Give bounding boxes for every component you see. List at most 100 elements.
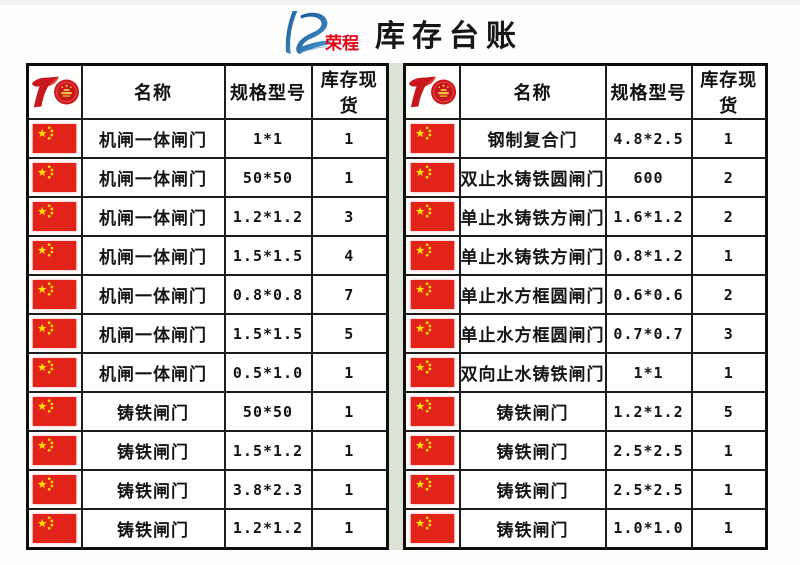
- inventory-row: 机闸一体闸门 0.5*1.0 1: [26, 352, 389, 393]
- item-spec: 1*1: [604, 352, 693, 393]
- item-name: 铸铁闸门: [458, 430, 607, 471]
- inventory-row: 双止水铸铁圆闸门 600 2: [403, 157, 768, 198]
- item-name: 铸铁闸门: [80, 391, 226, 432]
- china-flag-icon: [33, 358, 77, 387]
- item-stock: 1: [310, 391, 389, 432]
- china-flag-icon: [33, 163, 77, 192]
- inventory-table-right: 名称 规格型号 库存现货 钢制复合门 4.8*2.5 1 双止水铸铁圆闸门 600 2 单止…: [403, 63, 768, 550]
- china-flag-cell: [26, 118, 83, 159]
- column-header-stock: 库存现货: [310, 63, 389, 120]
- item-stock: 2: [690, 196, 768, 237]
- china-flag-icon: [410, 475, 454, 504]
- china-flag-cell: [403, 274, 461, 315]
- china-flag-cell: [403, 469, 461, 510]
- rongcheng-logo-icon: [285, 10, 331, 55]
- inventory-row: 机闸一体闸门 50*50 1: [26, 157, 389, 198]
- china-flag-icon: [410, 397, 454, 426]
- item-spec: 1.2*1.2: [604, 391, 693, 432]
- anniversary-70-emblem-cell: [403, 63, 461, 120]
- china-flag-cell: [403, 430, 461, 471]
- inventory-row: 铸铁闸门 50*50 1: [26, 391, 389, 432]
- china-flag-cell: [403, 352, 461, 393]
- china-flag-icon: [410, 241, 454, 270]
- item-spec: 1*1: [223, 118, 313, 159]
- china-flag-icon: [410, 202, 454, 231]
- china-flag-cell: [26, 352, 83, 393]
- inventory-row: 单止水铸铁方闸门 0.8*1.2 1: [403, 235, 768, 276]
- item-name: 单止水铸铁方闸门: [458, 235, 607, 276]
- item-name: 铸铁闸门: [80, 469, 226, 510]
- top-strip: [0, 0, 800, 5]
- item-name: 机闸一体闸门: [80, 235, 226, 276]
- china-flag-icon: [410, 280, 454, 309]
- china-flag-cell: [403, 391, 461, 432]
- item-spec: 0.6*0.6: [604, 274, 693, 315]
- item-stock: 2: [690, 274, 768, 315]
- china-flag-cell: [26, 430, 83, 471]
- china-flag-cell: [26, 508, 83, 549]
- item-stock: 1: [690, 235, 768, 276]
- item-name: 机闸一体闸门: [80, 352, 226, 393]
- item-spec: 50*50: [223, 391, 313, 432]
- item-stock: 1: [690, 508, 768, 549]
- china-flag-icon: [33, 397, 77, 426]
- inventory-table-left: 名称 规格型号 库存现货 机闸一体闸门 1*1 1 机闸一体闸门 50*50 1 机闸一体闸…: [26, 63, 389, 550]
- item-name: 单止水铸铁方闸门: [458, 196, 607, 237]
- item-spec: 3.8*2.3: [223, 469, 313, 510]
- china-flag-cell: [26, 274, 83, 315]
- item-spec: 0.7*0.7: [604, 313, 693, 354]
- item-stock: 5: [310, 313, 389, 354]
- inventory-row: 铸铁闸门 1.5*1.2 1: [26, 430, 389, 471]
- item-spec: 0.5*1.0: [223, 352, 313, 393]
- inventory-row: 机闸一体闸门 1.5*1.5 5: [26, 313, 389, 354]
- item-name: 单止水方框圆闸门: [458, 313, 607, 354]
- item-spec: 50*50: [223, 157, 313, 198]
- inventory-row: 铸铁闸门 1.2*1.2 1: [26, 508, 389, 549]
- china-flag-cell: [26, 313, 83, 354]
- item-name: 双止水铸铁圆闸门: [458, 157, 607, 198]
- china-flag-icon: [33, 436, 77, 465]
- china-flag-icon: [33, 513, 77, 543]
- china-flag-icon: [33, 280, 77, 309]
- anniversary-70-icon: [409, 76, 457, 108]
- item-stock: 5: [690, 391, 768, 432]
- inventory-row: 单止水铸铁方闸门 1.6*1.2 2: [403, 196, 768, 237]
- item-name: 机闸一体闸门: [80, 313, 226, 354]
- item-stock: 7: [310, 274, 389, 315]
- item-spec: 1.0*1.0: [604, 508, 693, 549]
- item-stock: 1: [310, 157, 389, 198]
- item-stock: 2: [690, 157, 768, 198]
- item-spec: 0.8*0.8: [223, 274, 313, 315]
- inventory-row: 铸铁闸门 2.5*2.5 1: [403, 430, 768, 471]
- inventory-row: 机闸一体闸门 1.2*1.2 3: [26, 196, 389, 237]
- item-stock: 1: [310, 430, 389, 471]
- item-spec: 1.2*1.2: [223, 508, 313, 549]
- item-spec: 1.5*1.2: [223, 430, 313, 471]
- item-name: 机闸一体闸门: [80, 118, 226, 159]
- item-spec: 1.2*1.2: [223, 196, 313, 237]
- china-flag-cell: [26, 157, 83, 198]
- inventory-row: 单止水方框圆闸门 0.7*0.7 3: [403, 313, 768, 354]
- china-flag-icon: [410, 163, 454, 192]
- page-title: 库存台账: [375, 20, 523, 53]
- inventory-tables: 名称 规格型号 库存现货 机闸一体闸门 1*1 1 机闸一体闸门 50*50 1 机闸一体闸…: [26, 63, 768, 550]
- china-flag-icon: [33, 319, 77, 348]
- inventory-row: 机闸一体闸门 0.8*0.8 7: [26, 274, 389, 315]
- item-name: 铸铁闸门: [458, 391, 607, 432]
- item-name: 铸铁闸门: [458, 469, 607, 510]
- china-flag-cell: [403, 508, 461, 549]
- inventory-row: 铸铁闸门 1.2*1.2 5: [403, 391, 768, 432]
- china-flag-cell: [403, 235, 461, 276]
- china-flag-cell: [403, 118, 461, 159]
- item-stock: 1: [310, 469, 389, 510]
- china-flag-cell: [26, 235, 83, 276]
- item-stock: 1: [310, 118, 389, 159]
- column-header-stock: 库存现货: [690, 63, 768, 120]
- item-stock: 1: [690, 469, 768, 510]
- column-header-name: 名称: [458, 63, 607, 120]
- inventory-row: 单止水方框圆闸门 0.6*0.6 2: [403, 274, 768, 315]
- item-spec: 1.6*1.2: [604, 196, 693, 237]
- anniversary-70-emblem-cell: [26, 63, 83, 120]
- china-flag-icon: [33, 241, 77, 270]
